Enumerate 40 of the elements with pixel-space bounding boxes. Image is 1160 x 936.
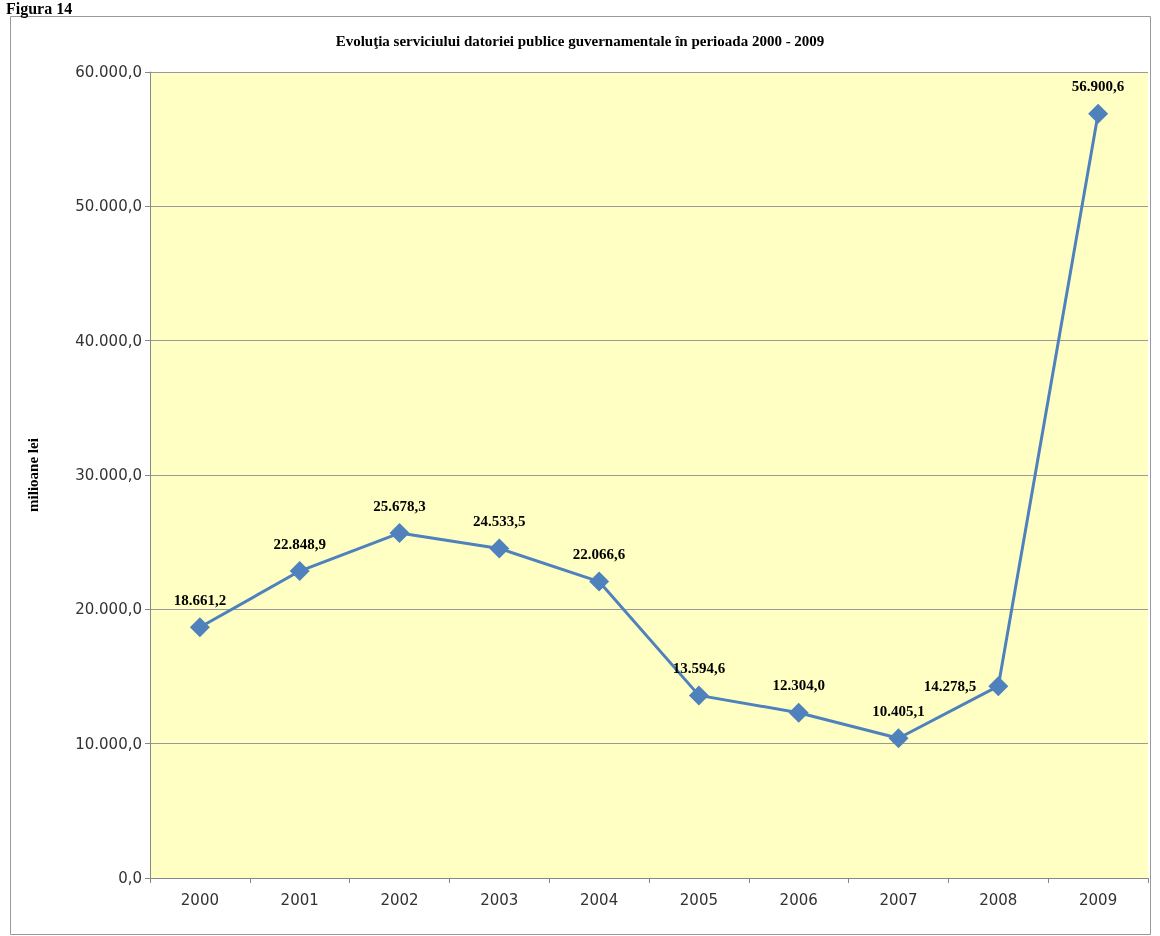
text: Figura 14 (6, 0, 73, 18)
x-tick-label: 2000 (180, 890, 219, 909)
data-label: 56.900,6 (1071, 78, 1125, 95)
chart-title: Evoluţia serviciului datoriei publice guvernamentale în perioada 2000 - 2009 (335, 32, 825, 49)
point (289, 561, 310, 582)
y-tick-label: 40.000,0 (75, 331, 142, 350)
point (189, 617, 210, 638)
data-label: 22.848,9 (273, 535, 326, 552)
x-tick-label: 2009 (1079, 890, 1118, 909)
x-tick-label: 2008 (979, 890, 1018, 909)
x-tick-label: 2002 (380, 890, 419, 909)
data-label: 24.533,5 (473, 512, 526, 529)
point (1088, 103, 1109, 124)
point (389, 523, 410, 544)
point (788, 702, 809, 723)
y-tick-label: 20.000,0 (75, 600, 142, 619)
x-tick-label: 2007 (879, 890, 918, 909)
y-tick-label: 60.000,0 (75, 63, 142, 81)
y-tick-label: 50.000,0 (75, 197, 142, 216)
x-tick-label: 2006 (779, 890, 818, 909)
x-tick-label: 2004 (580, 890, 619, 909)
data-label: 22.066,6 (572, 546, 626, 563)
point (988, 676, 1009, 697)
point (688, 685, 709, 706)
point (489, 538, 510, 559)
data-label: 18.661,2 (173, 591, 227, 608)
data-label: 12.304,0 (772, 677, 825, 694)
point (888, 728, 909, 749)
data-label: 14.278,5 (923, 678, 977, 695)
y-tick-label: 10.000,0 (75, 734, 142, 753)
y-tick-label: 30.000,0 (75, 466, 142, 484)
y-axis-title: milioane lei (24, 438, 41, 512)
x-tick-label: 2003 (480, 890, 519, 909)
y-tick-label: 0,0 (118, 869, 142, 887)
x-tick-label: 2005 (679, 890, 718, 909)
data-label: 13.594,6 (672, 659, 726, 676)
data-label: 10.405,1 (872, 702, 925, 719)
point (589, 571, 610, 592)
data-label: 25.678,3 (373, 497, 426, 514)
x-tick-label: 2001 (280, 890, 319, 909)
